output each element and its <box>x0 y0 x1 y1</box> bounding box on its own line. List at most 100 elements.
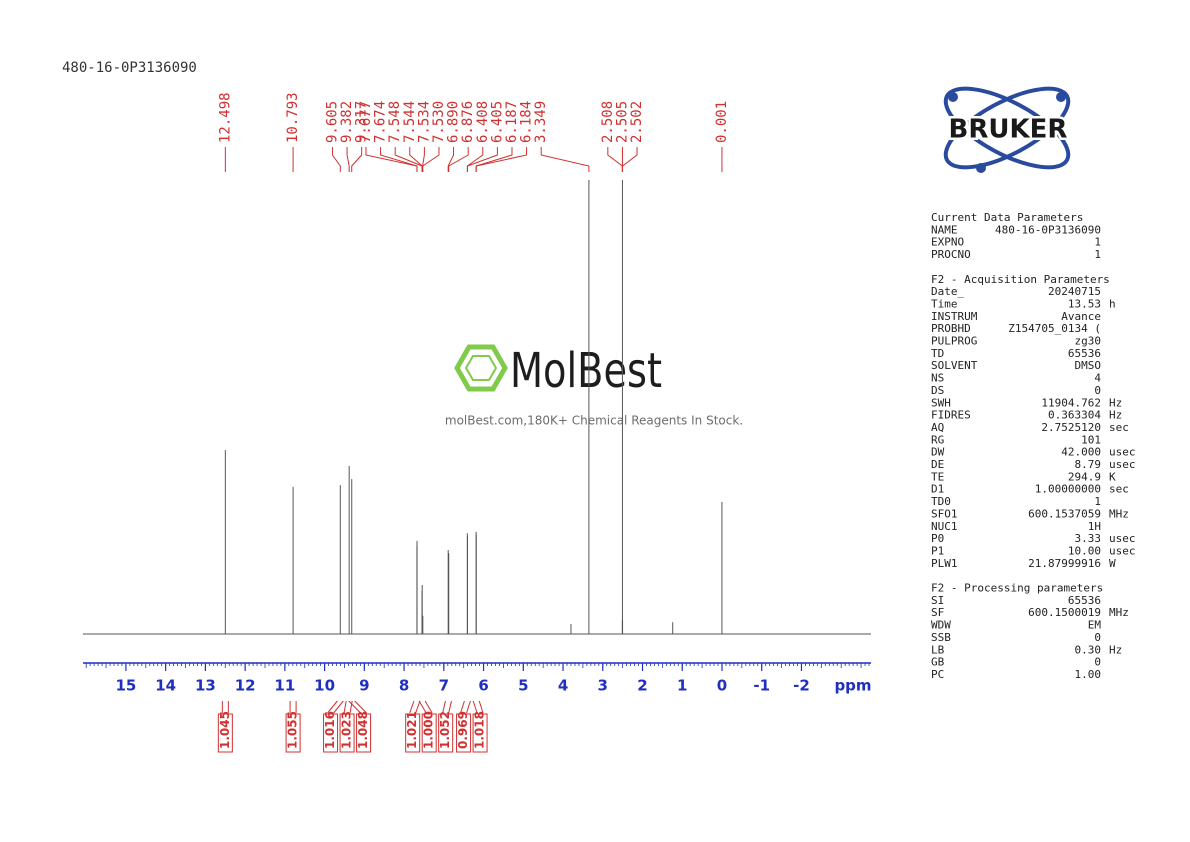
peak-pick-label: 7.530 <box>431 101 447 143</box>
param-key: SWH <box>931 396 951 409</box>
param-value: zg30 <box>1075 335 1102 348</box>
peak-pick-label: 6.184 <box>519 101 535 143</box>
param-value: 1 <box>1094 236 1101 249</box>
integral-label: 1.018 <box>473 711 487 749</box>
peak-pick-label: 9.382 <box>339 101 355 143</box>
param-key: PROBHD <box>931 322 971 335</box>
param-value: 0 <box>1094 656 1101 669</box>
integral-box <box>405 713 421 753</box>
peak-pick-label: 10.793 <box>285 92 301 143</box>
x-tick-label: 3 <box>598 677 608 695</box>
param-key: INSTRUM <box>931 310 978 323</box>
param-unit: Hz <box>1109 409 1122 422</box>
x-tick-label: 7 <box>439 677 449 695</box>
integral-box <box>438 713 454 753</box>
param-value: 21.87999916 <box>1028 557 1101 570</box>
param-value: 2.7525120 <box>1041 421 1101 434</box>
param-unit: W <box>1109 557 1116 570</box>
param-unit: MHz <box>1109 606 1129 619</box>
param-value: 13.53 <box>1068 297 1101 310</box>
param-value: 600.1500019 <box>1028 606 1101 619</box>
integral-box <box>421 713 437 753</box>
x-tick-label: 10 <box>314 677 335 695</box>
param-key: SSB <box>931 631 951 644</box>
x-tick-label: 15 <box>115 677 136 695</box>
peak-pick-label: 2.502 <box>629 101 645 143</box>
peak-pick-label: 6.405 <box>489 101 505 143</box>
peak-pick-label: 7.544 <box>402 101 418 143</box>
peak-pick-label: 9.317 <box>354 101 370 143</box>
sample-title: 480-16-0P3136090 <box>62 60 197 76</box>
peak-pick-connector <box>466 147 484 172</box>
param-value: 0 <box>1094 384 1101 397</box>
peak-pick-connector <box>466 147 498 172</box>
param-unit: usec <box>1109 544 1136 557</box>
param-key: SI <box>931 594 944 607</box>
param-value: 1H <box>1088 520 1101 533</box>
param-key: WDW <box>931 619 951 632</box>
logo-text: BRUKER <box>949 115 1068 145</box>
integral-box <box>356 713 372 753</box>
peak-pick-connector <box>380 147 418 172</box>
integral-label: 1.048 <box>356 711 370 749</box>
peak-pick-label: 7.548 <box>387 101 403 143</box>
integral-box <box>323 713 339 753</box>
peak-pick-label: 6.876 <box>460 101 476 143</box>
integral-box <box>285 713 301 753</box>
param-value: Avance <box>1061 310 1101 323</box>
param-key: P1 <box>931 544 944 557</box>
peak-pick-connector <box>394 147 423 172</box>
peak-pick-label: 12.498 <box>217 92 233 143</box>
param-key: NS <box>931 372 944 385</box>
param-key: P0 <box>931 532 944 545</box>
bruker-logo: BRUKER <box>943 86 1071 173</box>
param-key: TE <box>931 470 944 483</box>
param-key: DS <box>931 384 944 397</box>
param-key: SFO1 <box>931 507 958 520</box>
param-key: NAME <box>931 223 958 236</box>
param-value: 101 <box>1081 433 1101 446</box>
integral-label: 1.000 <box>422 711 436 749</box>
peak-pick-connector <box>607 147 623 172</box>
x-tick-label: 11 <box>274 677 295 695</box>
param-value: 1 <box>1094 248 1101 261</box>
param-key: D1 <box>931 483 944 496</box>
peak-pick-connector <box>448 147 469 172</box>
integral-box <box>217 713 233 753</box>
param-key: PROCNO <box>931 248 971 261</box>
peak-pick-connector <box>540 147 590 172</box>
peak-pick-connector <box>409 147 423 172</box>
param-key: PULPROG <box>931 335 977 348</box>
integral-box <box>456 713 472 753</box>
integral-connector <box>289 701 297 713</box>
x-tick-label: 14 <box>155 677 176 695</box>
param-key: DW <box>931 446 945 459</box>
integral-connector <box>460 700 471 714</box>
peak-pick-label: 7.677 <box>358 101 374 143</box>
x-axis-label: ppm <box>834 677 871 695</box>
integral-box <box>339 713 355 753</box>
param-key: Time <box>931 297 958 310</box>
param-value: 1.00000000 <box>1035 483 1101 496</box>
param-key: Date_ <box>931 285 964 298</box>
param-value: Z154705_0134 ( <box>1008 322 1101 335</box>
integral-label: 1.023 <box>340 711 354 749</box>
integral-connector <box>348 700 367 714</box>
peak-pick-connector <box>346 147 350 172</box>
watermark-brand: MolBest <box>510 343 662 399</box>
integral-connector <box>472 700 484 714</box>
peak-pick-connector <box>447 147 455 172</box>
param-key: GB <box>931 656 945 669</box>
x-tick-label: 8 <box>399 677 409 695</box>
x-tick-label: 6 <box>478 677 488 695</box>
param-key: LB <box>931 643 945 656</box>
param-key: PC <box>931 668 944 681</box>
param-value: 600.1537059 <box>1028 507 1101 520</box>
x-tick-label: -1 <box>753 677 770 695</box>
x-tick-label: 0 <box>717 677 727 695</box>
param-value: 4 <box>1094 372 1101 385</box>
param-value: 8.79 <box>1075 458 1102 471</box>
param-value: DMSO <box>1075 359 1102 372</box>
param-unit: usec <box>1109 458 1136 471</box>
integral-label: 1.052 <box>438 711 452 749</box>
